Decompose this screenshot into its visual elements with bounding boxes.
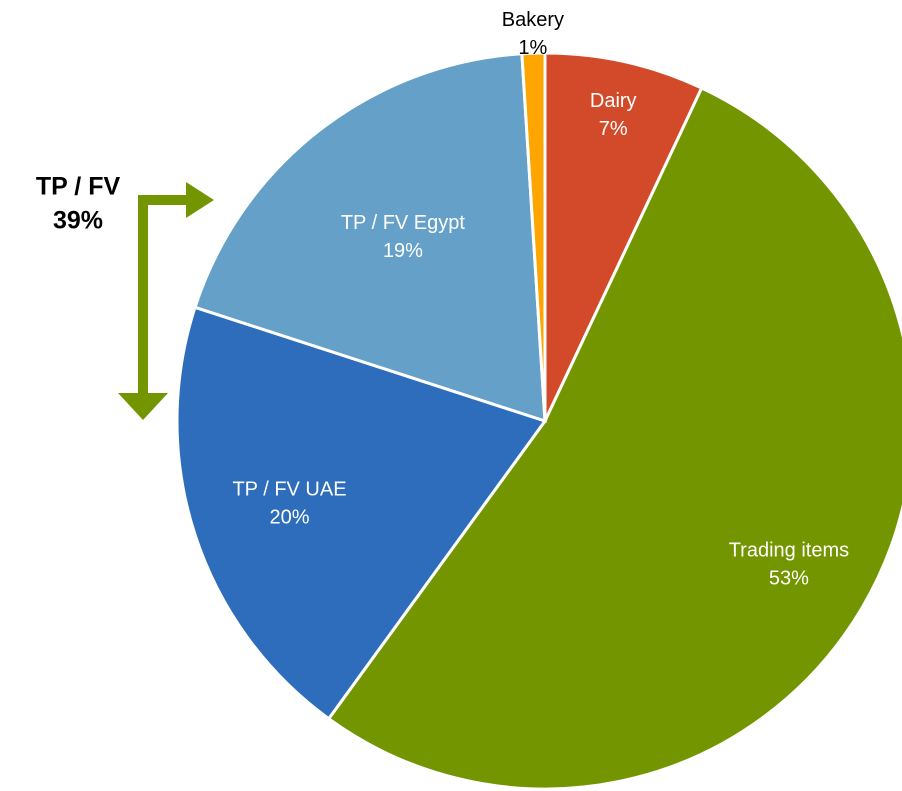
- slice-label: Bakery: [502, 9, 564, 31]
- annotation-value: 39%: [53, 207, 103, 235]
- slice-label: TP / FV Egypt: [341, 212, 466, 234]
- slice: [193, 52, 547, 424]
- pie: [175, 51, 902, 791]
- slice: [326, 86, 902, 791]
- slice: [520, 51, 547, 422]
- annotation-title: TP / FV: [36, 173, 121, 201]
- slice-label: TP / FV UAE: [232, 478, 346, 500]
- value-label: 7%: [599, 118, 628, 140]
- value-label: 19%: [383, 240, 423, 262]
- value-label: 53%: [769, 568, 809, 590]
- slice: [175, 305, 548, 721]
- value-label: 20%: [269, 506, 309, 528]
- slice-label: Trading items: [729, 540, 849, 562]
- slice-label: Dairy: [590, 90, 637, 112]
- slice: [543, 51, 704, 422]
- annotation-arrow: [118, 182, 214, 420]
- arrow-head: [186, 182, 214, 218]
- arrow-head: [118, 393, 168, 420]
- value-label: 1%: [518, 37, 547, 59]
- arrow-line: [138, 195, 190, 397]
